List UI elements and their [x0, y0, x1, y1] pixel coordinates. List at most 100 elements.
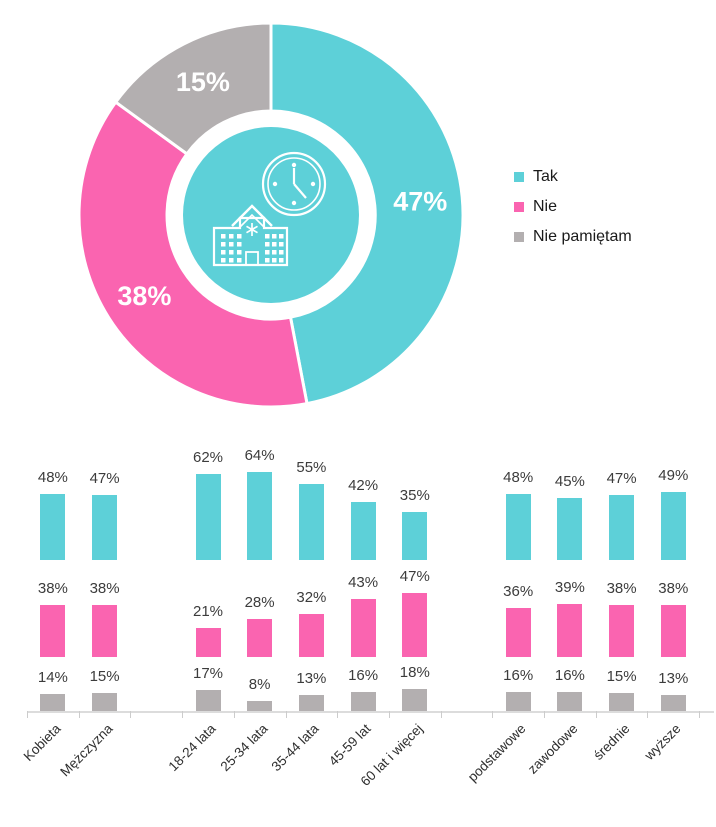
- donut-chart: 47% 38% 15%: [77, 21, 465, 409]
- bar-value-label: 42%: [348, 477, 379, 494]
- bar-nie-pamiętam: [557, 691, 583, 711]
- bar-tak: [402, 511, 428, 560]
- bar-tak: [557, 497, 583, 560]
- bar-value-label: 49%: [658, 467, 689, 485]
- bar-tak: [505, 493, 531, 560]
- bar-nie-pamiętam: [505, 691, 531, 711]
- bar-value-label: 28%: [244, 593, 275, 611]
- bar-tak: [660, 492, 686, 560]
- bar-value-label: 15%: [606, 667, 637, 685]
- bar-tak: [298, 484, 324, 560]
- bar-nie: [505, 608, 531, 657]
- bar-value-label: 43%: [348, 573, 379, 591]
- bar-value-label: 39%: [554, 579, 585, 596]
- x-axis-tick: [699, 711, 701, 718]
- donut-slice-1: [77, 100, 309, 409]
- x-axis-tick: [440, 711, 442, 718]
- bar-nie: [40, 605, 66, 657]
- bar-nie-pamiętam: [298, 695, 324, 711]
- donut-slice-2: [113, 21, 273, 156]
- donut-value-label: 47%: [393, 187, 447, 217]
- bar-nie-pamiętam: [247, 701, 273, 711]
- nie-pamietam-swatch-icon: [514, 232, 524, 242]
- donut-value-label: 15%: [176, 67, 230, 97]
- bar-value-label: 14%: [37, 668, 68, 686]
- bar-value-label: 21%: [192, 603, 224, 621]
- bar-nie-pamiętam: [350, 691, 376, 711]
- bar-nie: [195, 628, 221, 657]
- bar-value-label: 55%: [296, 459, 327, 477]
- nie-swatch-icon: [514, 202, 524, 212]
- building-windows: [221, 234, 284, 263]
- bar-value-label: 32%: [296, 588, 327, 606]
- legend-item-nie-pamietam: Nie pamiętam: [514, 228, 632, 246]
- bar-nie: [247, 618, 273, 657]
- bar-tak: [195, 474, 221, 560]
- bar-nie: [557, 604, 583, 657]
- legend-label-nie-pamietam: Nie pamiętam: [533, 228, 632, 245]
- bar-value-label: 16%: [554, 666, 585, 684]
- x-axis-tick: [285, 711, 287, 718]
- legend-item-nie: Nie: [514, 198, 632, 216]
- bar-nie: [660, 605, 686, 657]
- legend-item-tak: Tak: [514, 168, 632, 186]
- bar-nie-pamiętam: [195, 690, 221, 711]
- bar-value-label: 16%: [503, 666, 534, 684]
- bar-value-label: 13%: [296, 670, 327, 688]
- bar-value-label: 62%: [192, 449, 224, 467]
- category-label: podstawowe: [465, 721, 529, 785]
- x-axis-tick: [492, 711, 494, 718]
- bar-value-label: 38%: [658, 580, 689, 598]
- bar-nie-pamiętam: [660, 695, 686, 711]
- bar-tak: [40, 493, 66, 560]
- bar-value-label: 47%: [399, 568, 430, 586]
- x-axis-tick: [544, 711, 545, 718]
- bar-value-label: 36%: [503, 583, 534, 600]
- x-axis-tick: [130, 711, 132, 718]
- bar-nie: [92, 605, 118, 657]
- x-axis-tick: [78, 711, 80, 718]
- bar-tak: [247, 471, 273, 560]
- x-axis-tick: [647, 711, 649, 718]
- bar-value-label: 47%: [89, 470, 120, 488]
- bar-nie: [350, 598, 376, 657]
- bar-value-label: 16%: [348, 666, 379, 684]
- bar-value-label: 47%: [606, 470, 637, 488]
- donut-slice-0: [269, 21, 465, 406]
- bar-nie-pamiętam: [92, 692, 118, 711]
- legend-label-nie: Nie: [533, 198, 558, 215]
- x-axis-tick: [388, 711, 390, 718]
- bar-value-label: 13%: [658, 670, 689, 688]
- bar-nie-pamiętam: [402, 689, 428, 711]
- bar-value-label: 18%: [399, 664, 430, 681]
- bar-value-label: 8%: [248, 676, 271, 694]
- bar-tak: [92, 495, 118, 560]
- bar-value-label: 48%: [37, 468, 68, 486]
- bar-nie-pamiętam: [40, 693, 66, 711]
- x-axis-line: [27, 711, 714, 713]
- school-building-icon: [212, 204, 289, 267]
- x-axis-tick: [595, 711, 597, 718]
- bar-value-label: 17%: [192, 665, 224, 683]
- bar-value-label: 38%: [606, 580, 637, 598]
- bar-value-label: 38%: [89, 580, 120, 598]
- category-label: 18-24 lata: [165, 721, 219, 775]
- bar-value-label: 45%: [554, 472, 585, 490]
- x-axis-tick: [337, 711, 339, 718]
- legend-label-tak: Tak: [533, 168, 558, 185]
- tak-swatch-icon: [514, 172, 524, 182]
- donut-value-label: 38%: [117, 281, 171, 311]
- x-axis-tick: [27, 711, 28, 718]
- bar-nie: [609, 605, 635, 657]
- bar-nie: [402, 593, 428, 657]
- bar-nie: [298, 613, 324, 657]
- bar-tak: [609, 495, 635, 560]
- bar-tak: [350, 502, 376, 560]
- donut-center-disc: [183, 127, 359, 303]
- clock-icon: [261, 151, 327, 217]
- bar-value-label: 64%: [244, 446, 275, 464]
- bar-value-label: 38%: [37, 580, 68, 598]
- bar-value-label: 15%: [89, 667, 120, 685]
